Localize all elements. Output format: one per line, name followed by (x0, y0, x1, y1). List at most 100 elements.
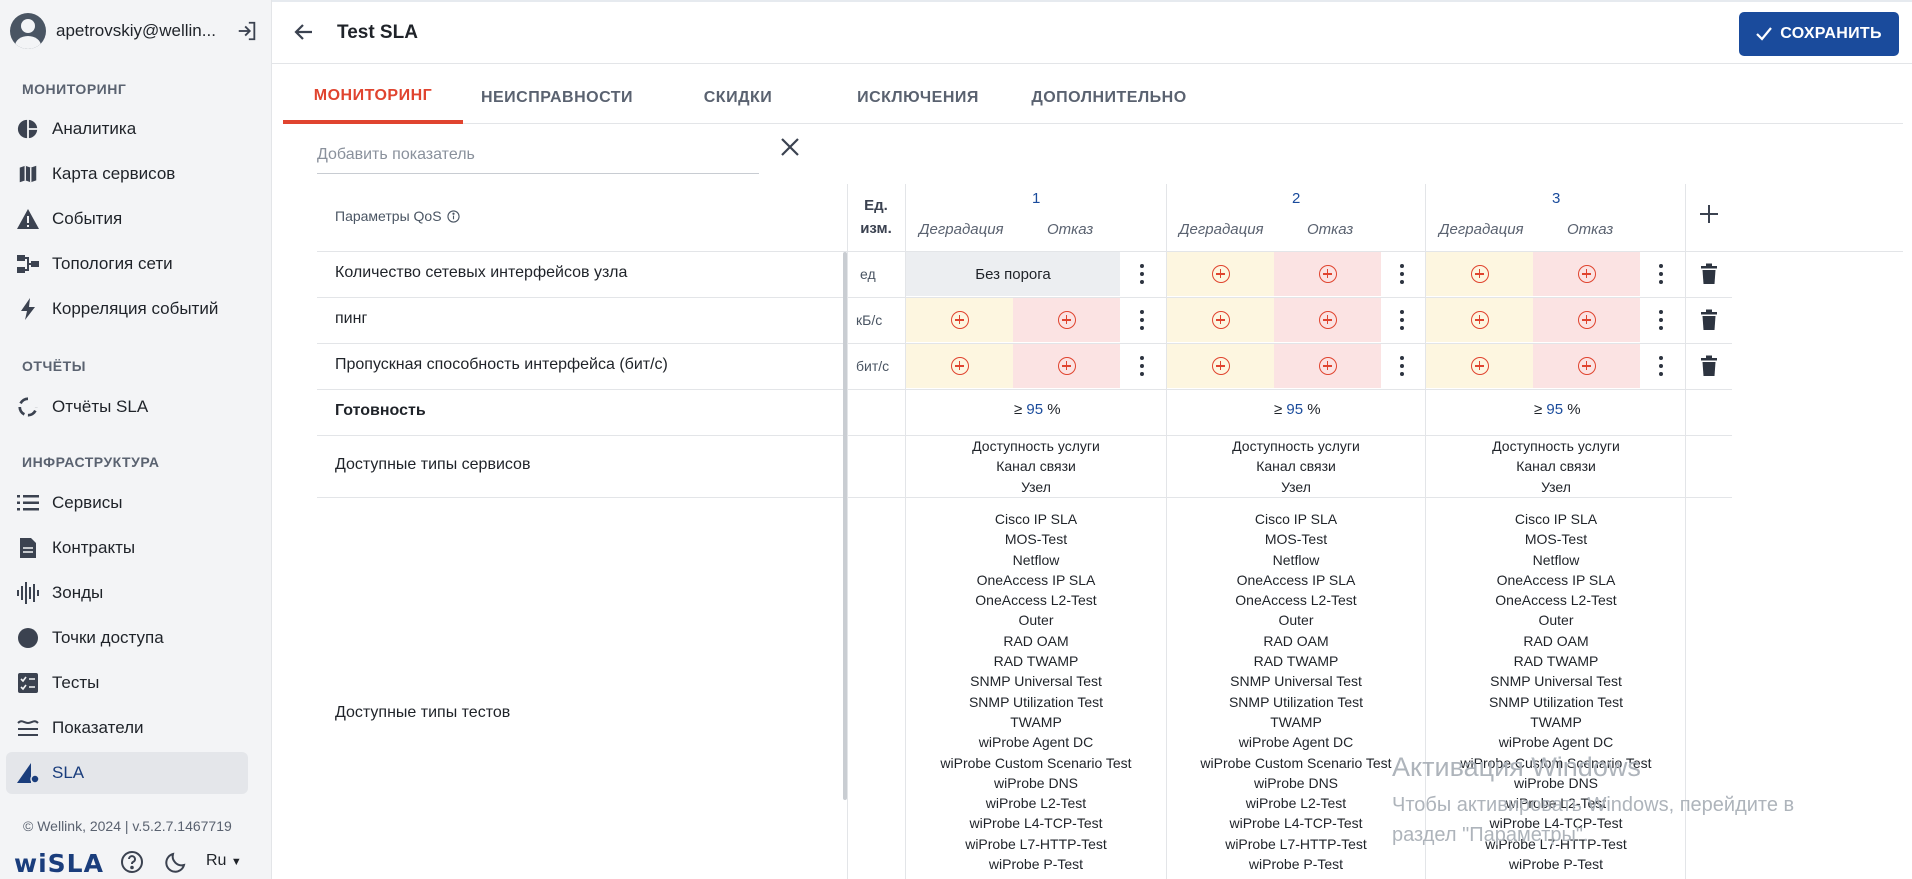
list-item: wiProbe Custom Scenario Test (940, 754, 1132, 771)
add-circle-icon (950, 357, 969, 375)
sidebar-item-correlation[interactable]: Корреляция событий (6, 288, 248, 330)
failure-cell[interactable] (1274, 298, 1381, 342)
help-icon[interactable] (120, 850, 144, 874)
list-item: Outer (1538, 612, 1574, 629)
degradation-cell[interactable] (1167, 252, 1274, 296)
degradation-cell[interactable] (906, 344, 1013, 388)
availability-value[interactable]: ≥ 95 % (1534, 401, 1581, 418)
tab-faults[interactable]: НЕИСПРАВНОСТИ (480, 89, 634, 106)
sidebar-item-label: Контракты (52, 538, 136, 557)
list-item: Канал связи (1256, 458, 1336, 475)
close-icon[interactable] (779, 136, 801, 158)
more-vert-icon[interactable] (1139, 310, 1145, 330)
add-column-icon[interactable] (1698, 203, 1720, 225)
sidebar-item-service-map[interactable]: Карта сервисов (6, 153, 248, 195)
sidebar-item-services[interactable]: Сервисы (6, 482, 248, 524)
degradation-cell[interactable] (1426, 298, 1533, 342)
save-button[interactable]: СОХРАНИТЬ (1739, 12, 1899, 56)
failure-cell[interactable] (1013, 344, 1120, 388)
moon-icon[interactable] (164, 850, 188, 874)
row-unit: бит/с (856, 358, 890, 374)
availability-label: Готовность (335, 402, 426, 419)
back-arrow-icon[interactable] (292, 20, 316, 44)
sidebar-item-probes[interactable]: Зонды (6, 572, 248, 614)
more-vert-icon[interactable] (1139, 264, 1145, 284)
failure-cell[interactable] (1013, 298, 1120, 342)
sidebar-item-events[interactable]: События (6, 198, 248, 240)
list-item: wiProbe P-Test (988, 856, 1084, 873)
failure-cell[interactable] (1274, 344, 1381, 388)
sidebar-item-label: Тесты (52, 673, 100, 692)
no-threshold-cell[interactable]: Без порога (906, 252, 1120, 296)
sidebar-item-sla[interactable]: SLA (6, 752, 248, 794)
logout-icon[interactable] (236, 20, 258, 42)
language-select[interactable]: Ru ▼ (206, 852, 242, 870)
availability-value[interactable]: ≥ 95 % (1014, 401, 1061, 418)
availability-value[interactable]: ≥ 95 % (1274, 401, 1321, 418)
sla-icon (14, 761, 42, 785)
failure-cell[interactable] (1533, 344, 1640, 388)
add-circle-icon (1211, 311, 1230, 329)
list-item: wiProbe L7-HTTP-Test (1485, 835, 1627, 852)
degradation-cell[interactable] (1426, 344, 1533, 388)
sidebar: apetrovskiy@wellin... МОНИТОРИНГ Аналити… (0, 0, 272, 879)
sidebar-item-contracts[interactable]: Контракты (6, 527, 248, 569)
sidebar-item-indicators[interactable]: Показатели (6, 707, 248, 749)
sidebar-item-sla-reports[interactable]: Отчёты SLA (6, 386, 248, 428)
tab-additional[interactable]: ДОПОЛНИТЕЛЬНО (1031, 89, 1187, 106)
divider (317, 389, 1732, 390)
sidebar-item-topology[interactable]: Топология сети (6, 243, 248, 285)
divider (1425, 184, 1426, 879)
more-vert-icon[interactable] (1399, 310, 1405, 330)
scrollbar[interactable] (843, 252, 847, 800)
failure-cell[interactable] (1274, 252, 1381, 296)
more-vert-icon[interactable] (1139, 356, 1145, 376)
more-vert-icon[interactable] (1399, 264, 1405, 284)
sidebar-item-tests[interactable]: Тесты (6, 662, 248, 704)
degradation-cell[interactable] (1426, 252, 1533, 296)
sidebar-footer: wiSLA Ru ▼ (0, 848, 272, 878)
list-item: Cisco IP SLA (1254, 511, 1338, 527)
divider (317, 497, 1732, 498)
sidebar-item-label: SLA (52, 763, 85, 782)
degradation-cell[interactable] (1167, 298, 1274, 342)
list-item: Узел (1021, 478, 1051, 495)
chevron-down-icon: ▼ (230, 856, 242, 868)
add-circle-icon (1577, 357, 1596, 375)
degradation-header: Деградация (919, 221, 1004, 238)
more-vert-icon[interactable] (1399, 356, 1405, 376)
more-vert-icon[interactable] (1658, 264, 1664, 284)
list-item: Netflow (1532, 551, 1580, 568)
list-item: wiProbe P-Test (1248, 856, 1344, 873)
add-circle-icon (1318, 311, 1337, 329)
checklist-icon (14, 671, 42, 695)
save-label: СОХРАНИТЬ (1780, 25, 1882, 42)
trash-icon[interactable] (1700, 355, 1718, 377)
failure-cell[interactable] (1533, 252, 1640, 296)
tab-monitoring[interactable]: МОНИТОРИНГ (283, 72, 463, 124)
divider (1166, 184, 1167, 879)
info-icon[interactable] (446, 209, 460, 223)
tab-exceptions[interactable]: ИСКЛЮЧЕНИЯ (857, 89, 979, 106)
trash-icon[interactable] (1700, 309, 1718, 331)
list-item: wiProbe Agent DC (978, 734, 1094, 751)
failure-header: Отказ (1307, 221, 1354, 238)
more-vert-icon[interactable] (1658, 356, 1664, 376)
unit-header: Ед. изм. (848, 194, 904, 240)
list-item: wiProbe DNS (1513, 774, 1599, 791)
availability-prefix: ≥ (1274, 401, 1283, 418)
list-item: RAD OAM (1263, 632, 1329, 649)
more-vert-icon[interactable] (1658, 310, 1664, 330)
test-types-list: Cisco IP SLA MOS-Test Netflow OneAccess IP … (906, 509, 1166, 874)
failure-cell[interactable] (1533, 298, 1640, 342)
degradation-cell[interactable] (906, 298, 1013, 342)
sidebar-item-analytics[interactable]: Аналитика (6, 108, 248, 150)
add-indicator-input[interactable]: Добавить показатель (317, 136, 759, 174)
column-number: 1 (1032, 190, 1041, 207)
test-types-label: Доступные типы тестов (335, 704, 511, 721)
sidebar-item-access-points[interactable]: Точки доступа (6, 617, 248, 659)
trash-icon[interactable] (1700, 263, 1718, 285)
avatar-icon[interactable] (10, 13, 46, 49)
tab-discounts[interactable]: СКИДКИ (703, 89, 773, 106)
degradation-cell[interactable] (1167, 344, 1274, 388)
